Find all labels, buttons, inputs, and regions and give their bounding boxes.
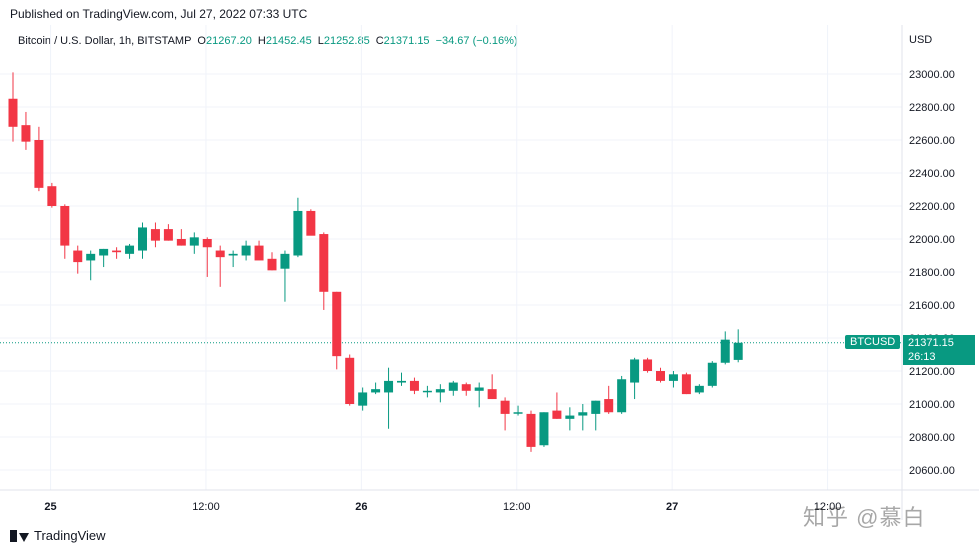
- candle-up: [371, 389, 381, 393]
- candle-up: [86, 253, 96, 261]
- last-price-value: 21371.15: [908, 337, 954, 349]
- candle-down: [526, 413, 536, 447]
- candle-down: [604, 399, 614, 413]
- currency-label: USD: [909, 34, 933, 46]
- x-tick-label: 25: [44, 501, 56, 513]
- y-tick-label: 21800.00: [909, 267, 955, 279]
- y-tick-label: 22000.00: [909, 234, 955, 246]
- candle-up: [241, 245, 251, 256]
- open-value: 21267.20: [205, 35, 252, 47]
- candle-up: [720, 339, 730, 363]
- candle-down: [150, 229, 160, 241]
- candle-down: [681, 374, 691, 395]
- y-tick-label: 22600.00: [909, 135, 955, 147]
- close-label: C: [375, 35, 384, 47]
- candle-up: [228, 253, 238, 256]
- candle-up: [733, 342, 743, 360]
- candle-down: [112, 250, 122, 253]
- x-tick-label: 12:00: [192, 501, 220, 513]
- candle-up: [668, 374, 678, 381]
- candle-down: [487, 389, 497, 400]
- x-tick-label: 26: [355, 501, 367, 513]
- candle-up: [138, 227, 147, 251]
- y-tick-label: 21000.00: [909, 399, 955, 411]
- candle-up: [630, 359, 640, 383]
- symbol-legend: Bitcoin / U.S. Dollar, 1h, BITSTAMP O2126…: [18, 35, 518, 47]
- bar-countdown: 26:13: [908, 351, 936, 363]
- candle-up: [397, 380, 406, 383]
- open-label: O: [197, 35, 206, 47]
- candle-down: [176, 239, 186, 246]
- ticker-badge: BTCUSD: [845, 335, 901, 349]
- candle-down: [319, 234, 329, 292]
- x-tick-label: 12:00: [503, 501, 531, 513]
- candle-down: [254, 245, 264, 261]
- candle-up: [591, 400, 601, 414]
- candle-up: [293, 210, 303, 256]
- candle-up: [422, 390, 432, 393]
- candle-up: [358, 392, 368, 406]
- y-tick-label: 22400.00: [909, 168, 955, 180]
- candle-down: [409, 380, 419, 391]
- y-tick-label: 21600.00: [909, 300, 955, 312]
- candle-down: [643, 359, 653, 371]
- candle-down: [47, 186, 57, 206]
- candle-up: [99, 248, 109, 256]
- high-label: H: [257, 35, 266, 47]
- tradingview-logo-icon: [10, 529, 29, 542]
- candle-down: [21, 125, 31, 142]
- symbol-title: Bitcoin / U.S. Dollar, 1h, BITSTAMP: [18, 35, 192, 47]
- x-tick-label: 12:00: [814, 501, 842, 513]
- candle-up: [617, 379, 627, 413]
- candle-up: [565, 415, 575, 419]
- candle-up: [513, 412, 523, 414]
- candle-down: [202, 239, 212, 248]
- candle-down: [8, 98, 18, 127]
- y-tick-label: 22200.00: [909, 201, 955, 213]
- candle-up: [125, 245, 135, 254]
- candle-down: [500, 400, 510, 414]
- candle-down: [461, 384, 471, 391]
- x-tick-label: 27: [666, 501, 678, 513]
- candle-up: [189, 237, 199, 246]
- published-caption: Published on TradingView.com, Jul 27, 20…: [10, 7, 308, 21]
- candle-down: [306, 210, 316, 236]
- candle-up: [707, 362, 717, 386]
- candle-down: [656, 371, 665, 381]
- brand-name: TradingView: [34, 528, 106, 543]
- candle-down: [267, 258, 277, 271]
- candle-down: [60, 206, 70, 246]
- candle-up: [539, 412, 549, 446]
- candle-up: [474, 387, 484, 391]
- candle-up: [578, 412, 588, 416]
- candle-up: [384, 380, 394, 393]
- candle-down: [34, 140, 44, 188]
- y-tick-label: 20600.00: [909, 465, 955, 477]
- candle-down: [163, 229, 173, 241]
- candle-down: [73, 250, 83, 263]
- footer-brand[interactable]: TradingView: [10, 528, 106, 543]
- candle-down: [332, 291, 342, 357]
- candle-down: [552, 410, 562, 419]
- y-tick-label: 21200.00: [909, 366, 955, 378]
- candle-up: [435, 389, 445, 393]
- low-label: L: [317, 35, 324, 47]
- y-tick-label: 23000.00: [909, 69, 955, 81]
- candle-down: [345, 357, 355, 404]
- high-value: 21452.45: [265, 35, 312, 47]
- close-value: 21371.15: [383, 35, 430, 47]
- low-value: 21252.85: [323, 35, 370, 47]
- watermark-text: 知乎 @慕白: [803, 505, 926, 530]
- candle-up: [280, 253, 290, 269]
- change-value: −34.67 (−0.16%): [435, 35, 518, 47]
- y-tick-label: 20800.00: [909, 432, 955, 444]
- candle-down: [215, 250, 225, 258]
- candle-up: [448, 382, 458, 391]
- candle-up: [694, 385, 704, 393]
- last-price-box: 21371.15 26:13: [903, 335, 975, 365]
- y-tick-label: 22800.00: [909, 102, 955, 114]
